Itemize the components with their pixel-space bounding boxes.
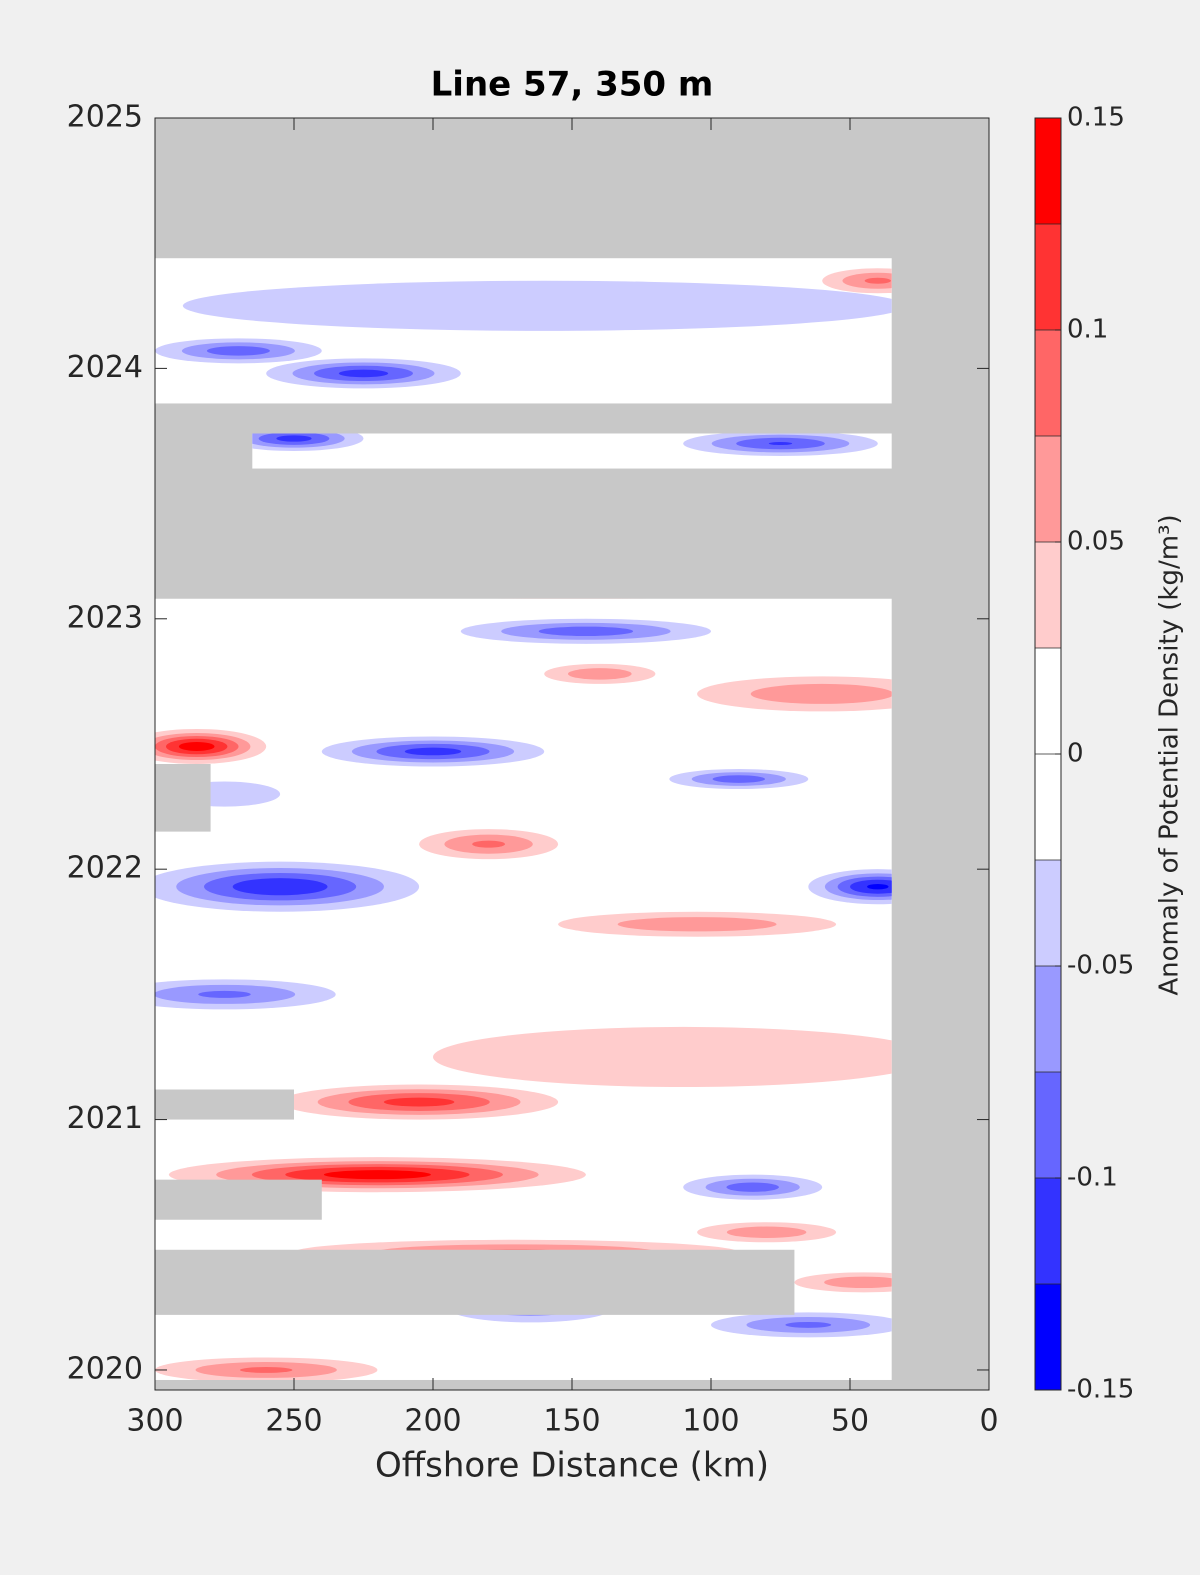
y-tick-label: 2024 (67, 350, 143, 385)
contour-region (240, 1367, 293, 1373)
colorbar-band (1035, 224, 1061, 330)
y-tick-label: 2020 (67, 1351, 143, 1386)
colorbar-tick-label: -0.05 (1067, 951, 1134, 981)
contour-region (383, 1097, 455, 1107)
contour-region (617, 917, 777, 932)
colorbar-band (1035, 118, 1061, 224)
contour-region (867, 884, 889, 890)
colorbar-tick-label: -0.15 (1067, 1375, 1134, 1405)
x-tick-label: 0 (979, 1404, 998, 1439)
colorbar-band (1035, 754, 1061, 860)
contour-region (768, 442, 793, 446)
contour-region (712, 775, 766, 783)
colorbar-band (1035, 966, 1061, 1072)
contour-fields (155, 268, 892, 1380)
x-axis-label: Offshore Distance (km) (375, 1446, 769, 1486)
contour-region (232, 878, 328, 896)
y-tick-label: 2025 (67, 100, 143, 135)
colorbar-tick-label: 0 (1067, 739, 1084, 769)
y-tick-label: 2022 (67, 851, 143, 886)
colorbar-band (1035, 1178, 1061, 1284)
x-tick-label: 300 (126, 1404, 183, 1439)
contour-region (726, 1182, 779, 1192)
colorbar-tick-label: -0.1 (1067, 1163, 1118, 1193)
contour-region (198, 990, 251, 998)
colorbar-band (1035, 330, 1061, 436)
contour-region (178, 741, 215, 751)
contour-region (726, 1226, 807, 1238)
contour-region (338, 369, 389, 378)
contour-region (276, 435, 312, 442)
contour-region (182, 280, 892, 331)
missing-data (155, 1089, 294, 1120)
colorbar-band (1035, 542, 1061, 648)
contour-region (568, 668, 632, 680)
colorbar-band (1035, 1072, 1061, 1178)
colorbar-band (1035, 1284, 1061, 1390)
colorbar-band (1035, 436, 1061, 542)
contour-region (433, 1026, 892, 1088)
missing-data (155, 1179, 322, 1220)
x-tick-label: 100 (682, 1404, 739, 1439)
contour-region (538, 626, 634, 637)
missing-data (155, 1249, 795, 1315)
y-tick-label: 2021 (67, 1101, 143, 1136)
y-tick-label: 2023 (67, 600, 143, 635)
x-tick-label: 200 (404, 1404, 461, 1439)
chart-title: Line 57, 350 m (431, 65, 714, 105)
colorbar-tick-label: 0.05 (1067, 527, 1125, 557)
x-tick-label: 250 (265, 1404, 322, 1439)
contour-region (785, 1321, 832, 1328)
contour-region (750, 683, 892, 704)
contour-region (824, 1276, 892, 1289)
contour-region (404, 747, 462, 756)
contour-region (472, 840, 505, 848)
contour-region (323, 1170, 431, 1180)
x-tick-label: 150 (543, 1404, 600, 1439)
contour-region (206, 346, 270, 356)
colorbar-label: Anomaly of Potential Density (kg/m³) (1155, 514, 1185, 995)
colorbar-band (1035, 860, 1061, 966)
missing-data (155, 764, 211, 832)
x-tick-label: 50 (831, 1404, 869, 1439)
colorbar-tick-label: 0.1 (1067, 315, 1108, 345)
colorbar-band (1035, 648, 1061, 754)
data-coverage (155, 258, 892, 404)
contour-region (864, 277, 891, 284)
colorbar-tick-label: 0.15 (1067, 103, 1125, 133)
